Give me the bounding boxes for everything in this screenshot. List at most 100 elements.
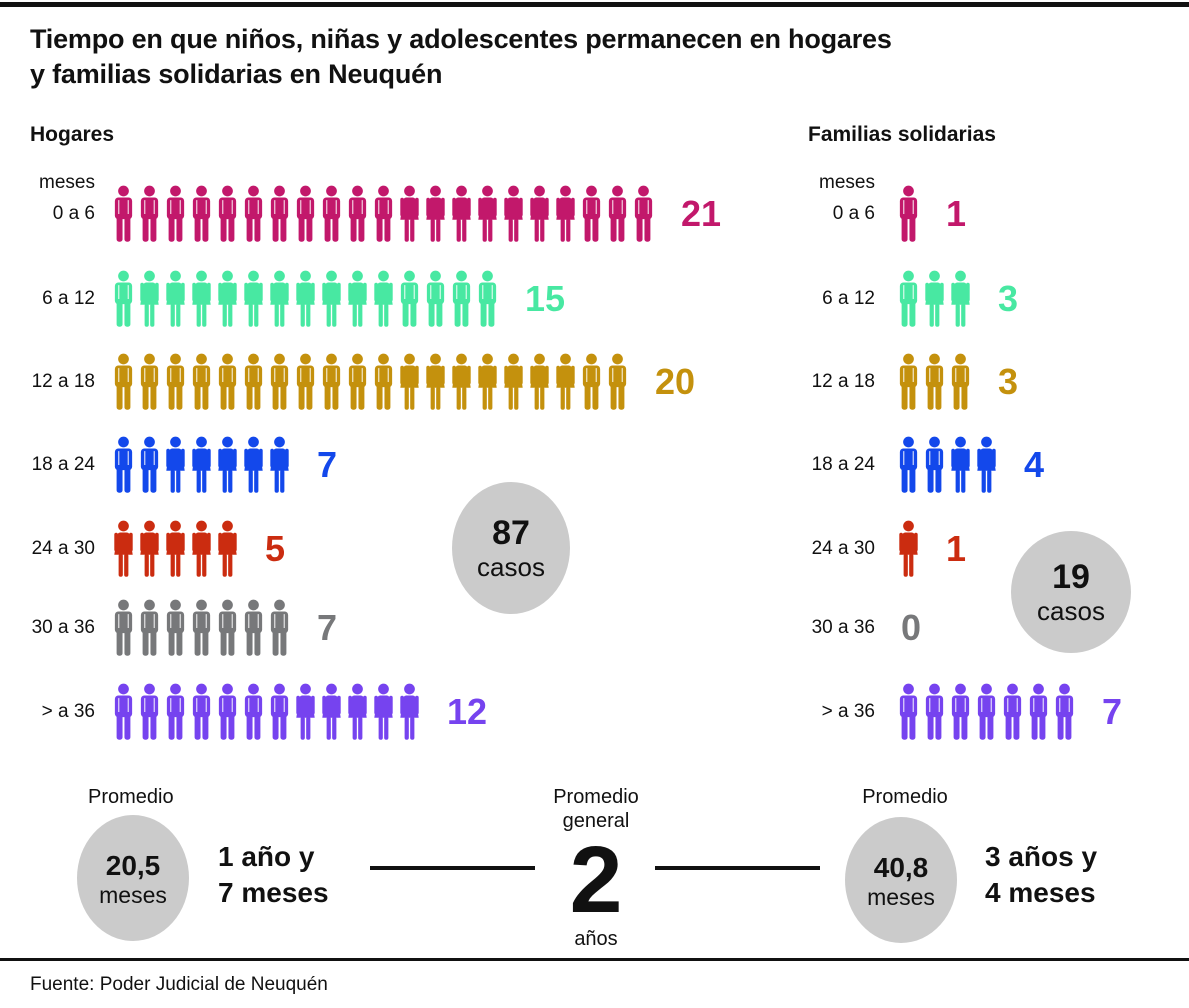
person-male-icon — [923, 683, 946, 741]
person-icons — [897, 270, 972, 328]
general-average-heading: Promedio general — [553, 786, 639, 832]
age-range-label: 30 a 36 — [31, 617, 95, 638]
total-cases-badge-hogares: 87 casos — [452, 482, 570, 614]
row-count: 0 — [901, 607, 922, 648]
pictogram-row-familias-6: > a 36 7 — [790, 683, 1122, 741]
total-cases-value: 19 — [1052, 558, 1090, 597]
person-male-icon — [1001, 683, 1024, 741]
pictogram-row-hogares-0: 0 a 6 21 — [30, 185, 721, 243]
pictogram-row-hogares-6: > a 36 12 — [30, 683, 487, 741]
pictogram-row-hogares-4: 24 a 30 5 — [30, 520, 285, 578]
person-male-icon — [923, 353, 946, 411]
section-heading-hogares: Hogares — [30, 123, 115, 146]
row-count: 1 — [946, 528, 967, 569]
age-range-label: 12 a 18 — [811, 371, 875, 392]
age-range-label: 6 a 12 — [822, 288, 875, 309]
person-female-icon — [949, 270, 972, 328]
total-cases-value: 87 — [492, 514, 530, 553]
page-title: Tiempo en que niños, niñas y adolescente… — [30, 24, 892, 89]
age-range-label: 18 a 24 — [31, 454, 95, 475]
row-count: 4 — [1024, 444, 1045, 485]
person-icons — [897, 520, 920, 578]
total-cases-label: casos — [1037, 596, 1105, 627]
pictogram-row-familias-4: 24 a 30 1 — [790, 520, 966, 578]
person-female-icon — [949, 436, 972, 494]
person-icons — [897, 436, 998, 494]
average-heading-familias: Promedio — [862, 786, 948, 808]
average-months-value: 40,8 — [873, 852, 929, 884]
person-male-icon — [1027, 683, 1050, 741]
average-months-unit: meses — [99, 881, 167, 908]
person-icons — [897, 185, 920, 243]
pictogram-row-hogares-5: 30 a 36 7 — [30, 599, 337, 657]
row-count: 1 — [946, 193, 967, 234]
age-range-label: 0 a 6 — [832, 203, 875, 224]
person-icons — [897, 353, 972, 411]
average-months-value: 20,5 — [105, 850, 161, 882]
row-count: 3 — [998, 278, 1019, 319]
pictogram-row-hogares-2: 12 a 18 20 — [30, 353, 695, 411]
person-male-icon — [1053, 683, 1076, 741]
person-female-icon — [923, 270, 946, 328]
average-badge-familias: 40,8 meses — [845, 817, 957, 943]
average-text-hogares: 1 año y 7 meses — [218, 841, 329, 909]
pictogram-row-familias-5: 30 a 36 0 — [790, 599, 921, 657]
person-male-icon — [897, 270, 920, 328]
age-range-label: 24 a 30 — [811, 538, 875, 559]
person-male-icon — [897, 436, 920, 494]
footer-divider — [0, 958, 1189, 961]
top-accent-bar — [0, 2, 1189, 7]
row-count: 7 — [317, 607, 338, 648]
connector-line-right — [655, 866, 820, 870]
age-range-label: 30 a 36 — [811, 617, 875, 638]
person-male-icon — [897, 683, 920, 741]
person-male-icon — [897, 353, 920, 411]
average-text-familias: 3 años y 4 meses — [985, 841, 1098, 909]
age-range-label: 24 a 30 — [31, 538, 95, 559]
row-count: 7 — [317, 444, 338, 485]
age-range-label: > a 36 — [41, 701, 95, 722]
average-months-unit: meses — [867, 883, 935, 910]
general-average-unit: años — [574, 928, 618, 951]
person-female-icon — [897, 520, 920, 578]
pictogram-row-familias-2: 12 a 18 3 — [790, 353, 1018, 411]
row-count: 21 — [681, 193, 722, 234]
person-male-icon — [923, 436, 946, 494]
age-range-label: 12 a 18 — [31, 371, 95, 392]
row-count: 12 — [447, 691, 488, 732]
row-count: 7 — [1102, 691, 1123, 732]
age-range-label: > a 36 — [821, 701, 875, 722]
row-count: 15 — [525, 278, 566, 319]
row-count: 3 — [998, 361, 1019, 402]
connector-line-left — [370, 866, 535, 870]
pictogram-row-familias-0: 0 a 6 1 — [790, 185, 966, 243]
row-count: 5 — [265, 528, 286, 569]
general-average-value: 2 — [569, 827, 623, 933]
pictogram-chart-hogares: 0 a 6 21 6 a 12 15 12 a 18 20 18 a 24 7 24 a 30 5… — [30, 0, 721, 780]
general-average-block: Promedio general 2 años — [496, 785, 696, 951]
unit-label-familias: meses — [819, 172, 875, 193]
source-attribution: Fuente: Poder Judicial de Neuquén — [30, 974, 328, 995]
person-female-icon — [975, 436, 998, 494]
person-male-icon — [897, 185, 920, 243]
section-heading-familias: Familias solidarias — [808, 123, 996, 146]
total-cases-badge-familias: 19 casos — [1011, 531, 1131, 653]
person-male-icon — [949, 353, 972, 411]
pictogram-row-hogares-3: 18 a 24 7 — [30, 436, 337, 494]
average-badge-hogares: 20,5 meses — [77, 815, 189, 941]
person-icons — [897, 683, 1076, 741]
total-cases-label: casos — [477, 552, 545, 583]
pictogram-row-hogares-1: 6 a 12 15 — [30, 270, 565, 328]
row-count: 20 — [655, 361, 696, 402]
person-male-icon — [949, 683, 972, 741]
age-range-label: 6 a 12 — [42, 288, 95, 309]
unit-label-hogares: meses — [39, 172, 95, 193]
age-range-label: 18 a 24 — [811, 454, 875, 475]
pictogram-row-familias-1: 6 a 12 3 — [790, 270, 1018, 328]
pictogram-row-familias-3: 18 a 24 4 — [790, 436, 1044, 494]
person-male-icon — [975, 683, 998, 741]
pictogram-chart-familias: 0 a 6 1 6 a 12 3 12 a 18 3 18 a 24 4 24 a 30 1 30 … — [790, 0, 1122, 780]
age-range-label: 0 a 6 — [52, 203, 95, 224]
average-heading-hogares: Promedio — [88, 786, 174, 808]
